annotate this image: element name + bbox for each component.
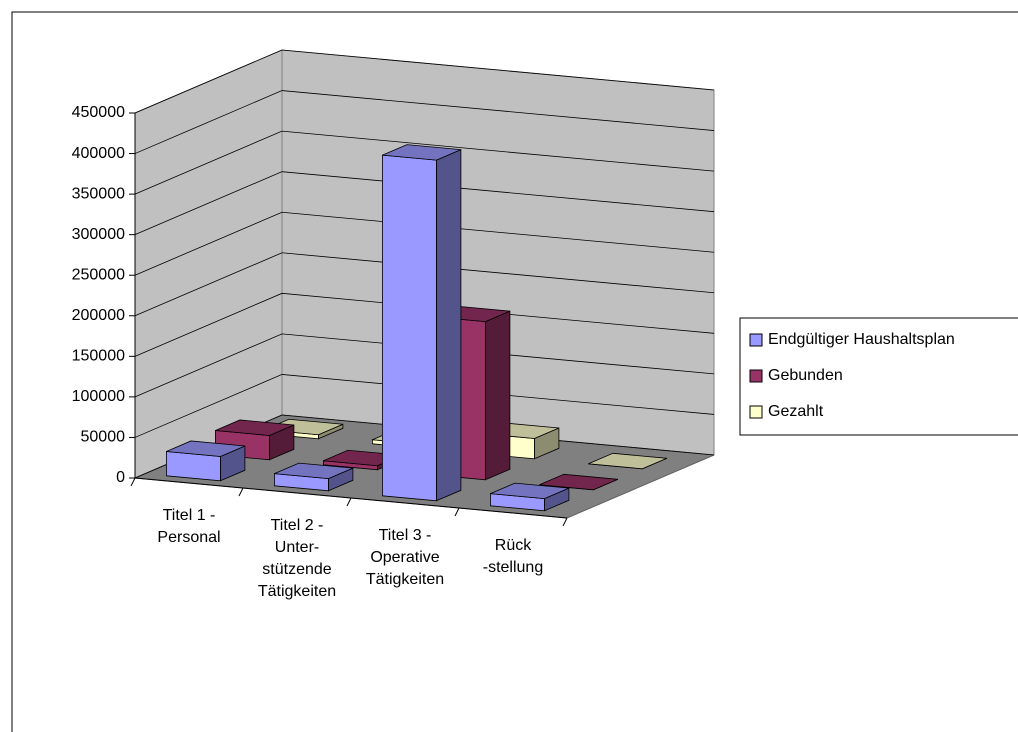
y-tick-label: 350000 xyxy=(72,185,125,202)
y-tick-label: 300000 xyxy=(72,226,125,243)
grid-line xyxy=(134,90,715,154)
y-tick-label: 0 xyxy=(116,469,125,486)
legend-swatch xyxy=(749,405,763,419)
bar xyxy=(165,440,246,482)
bar-top xyxy=(539,473,619,491)
grid-line xyxy=(134,130,715,195)
grid-line xyxy=(134,252,715,317)
bar-top xyxy=(588,452,668,470)
legend xyxy=(739,317,1018,436)
bar xyxy=(381,144,462,502)
x-tick-label: Rück -stellung xyxy=(482,537,544,576)
y-tick-label: 150000 xyxy=(72,348,125,365)
bar-side xyxy=(484,310,511,481)
bar xyxy=(489,482,570,512)
x-tick-label-box: Titel 3 - Operative Tätigkeiten xyxy=(365,527,445,588)
x-tick xyxy=(130,477,136,487)
left-wall xyxy=(134,49,283,479)
bar xyxy=(273,462,354,492)
y-tick-label: 400000 xyxy=(72,145,125,162)
y-tick-label: 450000 xyxy=(72,104,125,121)
grid-line xyxy=(134,49,715,114)
bar-side xyxy=(435,149,462,502)
y-tick-label: 50000 xyxy=(81,429,126,446)
y-tick-label: 100000 xyxy=(72,388,125,405)
grid-line xyxy=(134,171,715,236)
x-tick xyxy=(562,517,568,527)
y-tick-label: 250000 xyxy=(72,266,125,283)
x-tick-label: Titel 2 - Unter- stützende Tätigkeiten xyxy=(257,517,337,600)
x-tick-label: Titel 3 - Operative Tätigkeiten xyxy=(365,527,445,588)
bar xyxy=(588,452,668,470)
bar-top xyxy=(215,419,295,436)
legend-label: Endgültiger Haushaltsplan xyxy=(768,331,955,348)
bar-top xyxy=(274,462,354,480)
legend-label: Gezahlt xyxy=(768,403,824,420)
grid-line xyxy=(134,333,715,398)
x-tick-label: Titel 1 - Personal xyxy=(157,507,221,546)
x-tick-label-box: Titel 2 - Unter- stützende Tätigkeiten xyxy=(257,517,337,600)
bar xyxy=(539,473,619,491)
legend-label: Gebunden xyxy=(768,367,843,384)
bar-top xyxy=(490,482,570,500)
x-tick xyxy=(346,497,352,507)
x-tick xyxy=(238,487,244,497)
legend-swatch xyxy=(749,333,763,347)
grid-line xyxy=(134,374,715,438)
x-tick xyxy=(454,507,460,517)
y-tick-label: 200000 xyxy=(72,307,125,324)
grid-line xyxy=(134,211,715,276)
bar-top xyxy=(382,144,462,161)
bar-top xyxy=(166,440,246,457)
x-tick-label-box: Titel 1 - Personal xyxy=(157,507,221,546)
bar-front xyxy=(381,154,437,502)
x-tick-label-box: Rück -stellung xyxy=(482,537,544,576)
legend-swatch xyxy=(749,369,763,383)
grid-line xyxy=(134,292,715,357)
